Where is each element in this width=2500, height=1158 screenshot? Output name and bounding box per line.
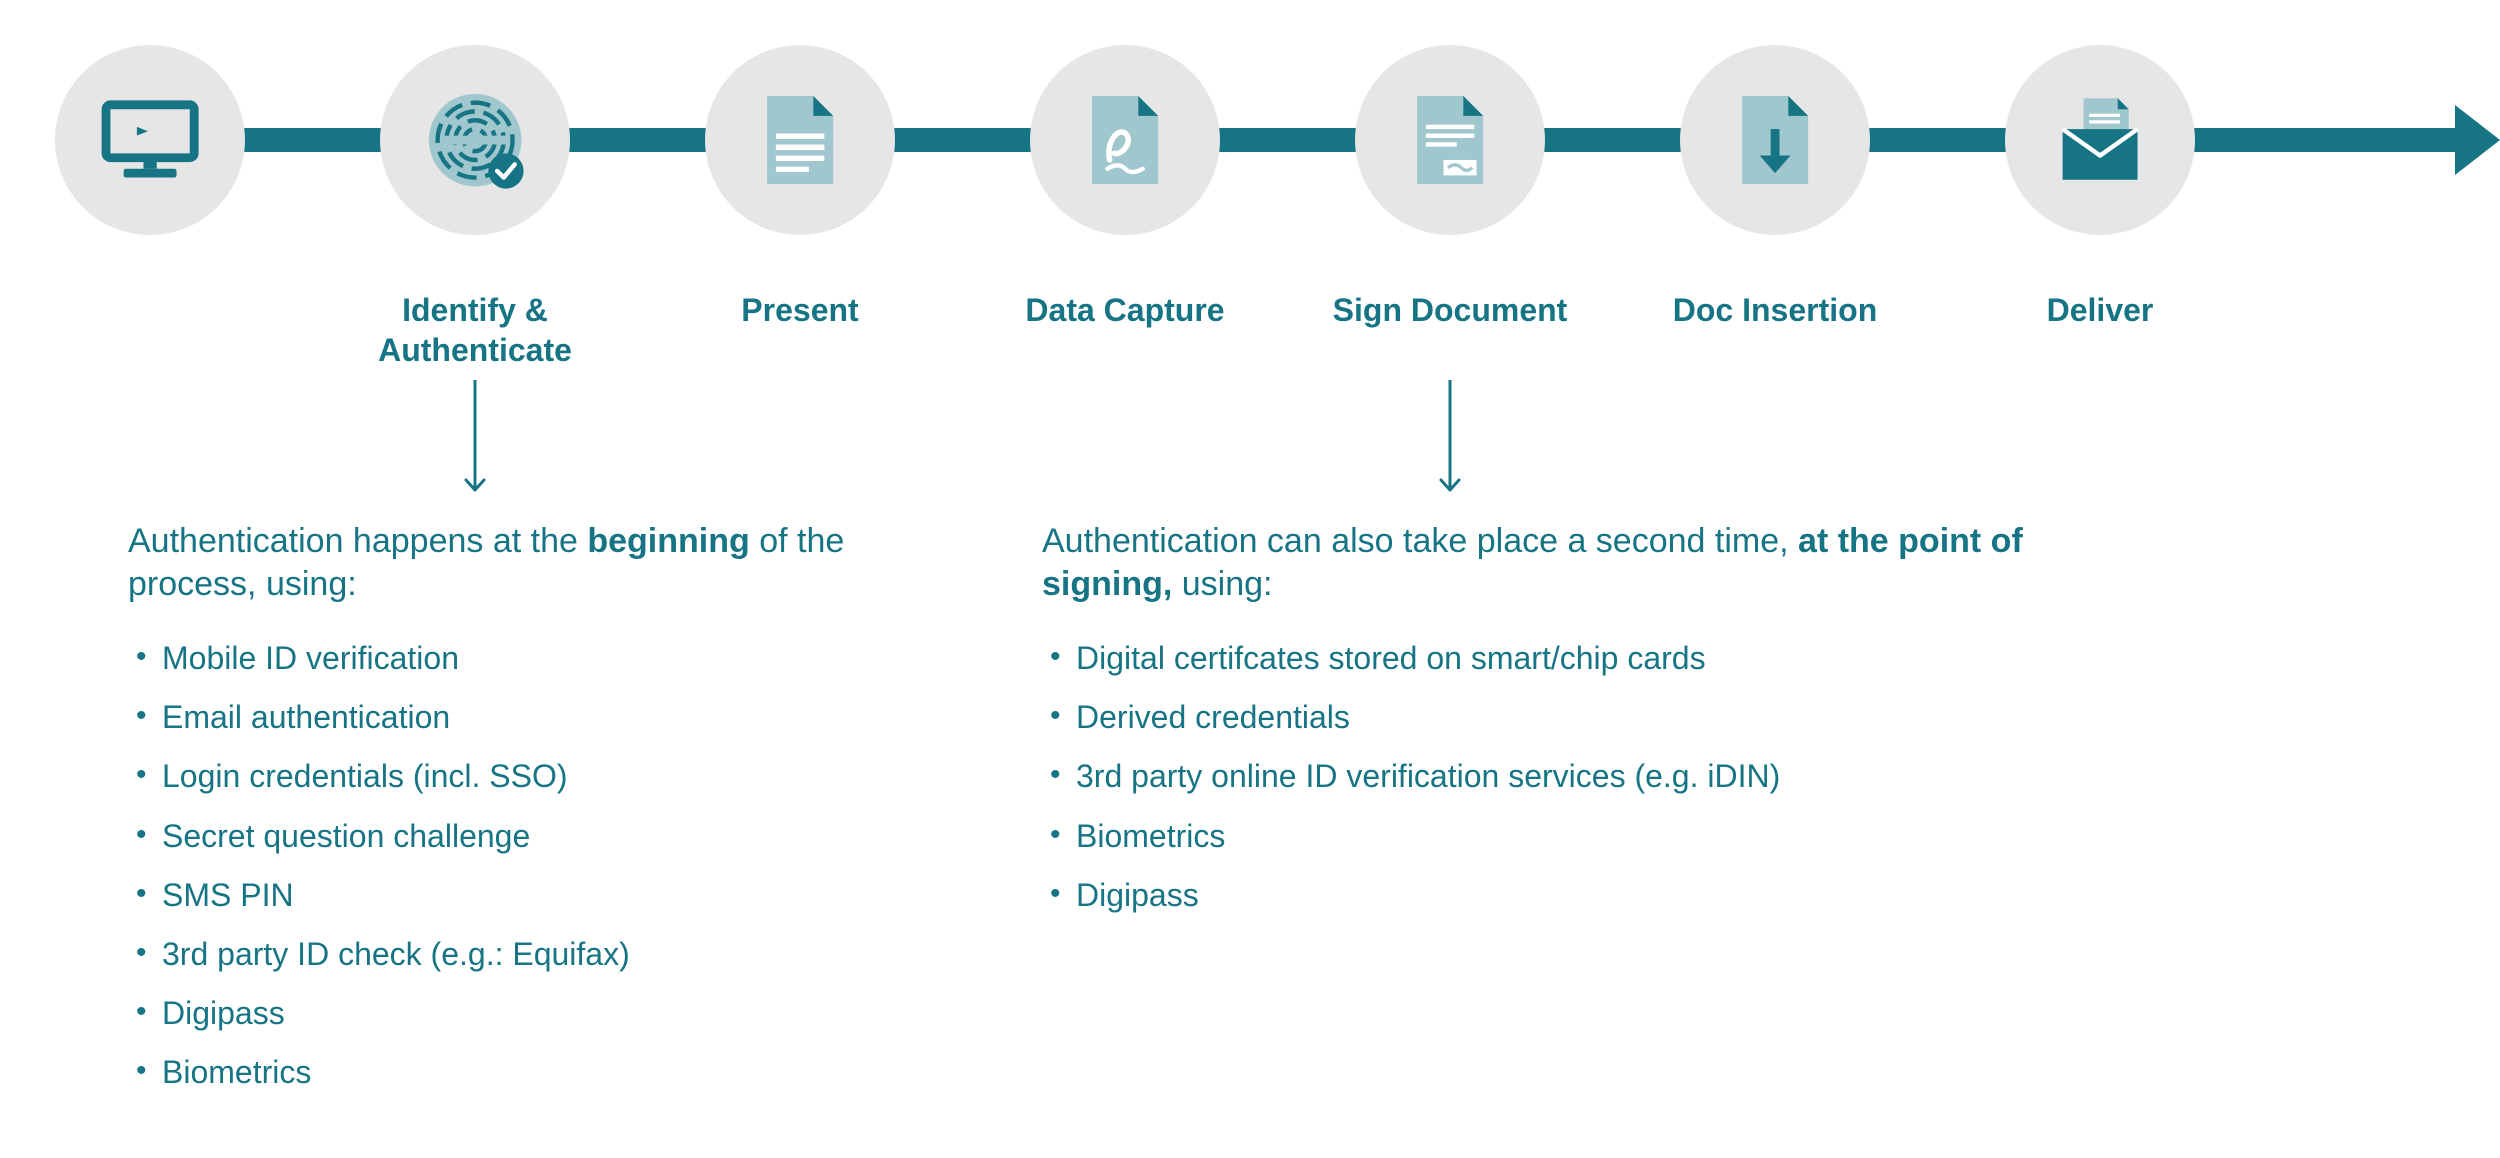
detail-list-signdoc: Digital certifcates stored on smart/chip… <box>1042 629 2042 925</box>
step-label-docinsert: Doc Insertion <box>1615 290 1935 330</box>
step-label-datacapture: Data Capture <box>965 290 1285 330</box>
detail-block-signdoc: Authentication can also take place a sec… <box>1042 520 2042 925</box>
detail-list-item: SMS PIN <box>162 866 908 925</box>
flow-arrowhead-icon <box>2455 105 2500 175</box>
process-flow-diagram: Identify &AuthenticatePresentData Captur… <box>0 0 2500 1158</box>
detail-list-item: Biometrics <box>162 1043 908 1102</box>
detail-list-item: Digipass <box>162 984 908 1043</box>
detail-list-item: Digital certifcates stored on smart/chip… <box>1076 629 2042 688</box>
detail-arrow-identify-icon <box>460 380 490 504</box>
detail-list-item: 3rd party online ID verification service… <box>1076 747 2042 806</box>
detail-list-item: Email authentication <box>162 688 908 747</box>
step-label-present: Present <box>640 290 960 330</box>
doc-sign-icon <box>1070 85 1180 195</box>
envelope-icon <box>2045 85 2155 195</box>
step-label-identify: Identify &Authenticate <box>315 290 635 370</box>
detail-heading-signdoc: Authentication can also take place a sec… <box>1042 520 2042 605</box>
detail-arrow-signdoc-icon <box>1435 380 1465 504</box>
detail-list-item: 3rd party ID check (e.g.: Equifax) <box>162 925 908 984</box>
monitor-icon <box>95 85 205 195</box>
detail-heading-identify: Authentication happens at the beginning … <box>128 520 908 605</box>
doc-signed-icon <box>1395 85 1505 195</box>
detail-list-item: Login credentials (incl. SSO) <box>162 747 908 806</box>
doc-lines-icon <box>745 85 855 195</box>
detail-list-item: Derived credentials <box>1076 688 2042 747</box>
step-label-deliver: Deliver <box>1940 290 2260 330</box>
detail-list-item: Digipass <box>1076 866 2042 925</box>
detail-list-item: Mobile ID verification <box>162 629 908 688</box>
detail-list-item: Secret question challenge <box>162 807 908 866</box>
fingerprint-icon <box>420 85 530 195</box>
detail-list-identify: Mobile ID verificationEmail authenticati… <box>128 629 908 1103</box>
detail-block-identify: Authentication happens at the beginning … <box>128 520 908 1103</box>
step-label-signdoc: Sign Document <box>1290 290 1610 330</box>
doc-download-icon <box>1720 85 1830 195</box>
detail-list-item: Biometrics <box>1076 807 2042 866</box>
